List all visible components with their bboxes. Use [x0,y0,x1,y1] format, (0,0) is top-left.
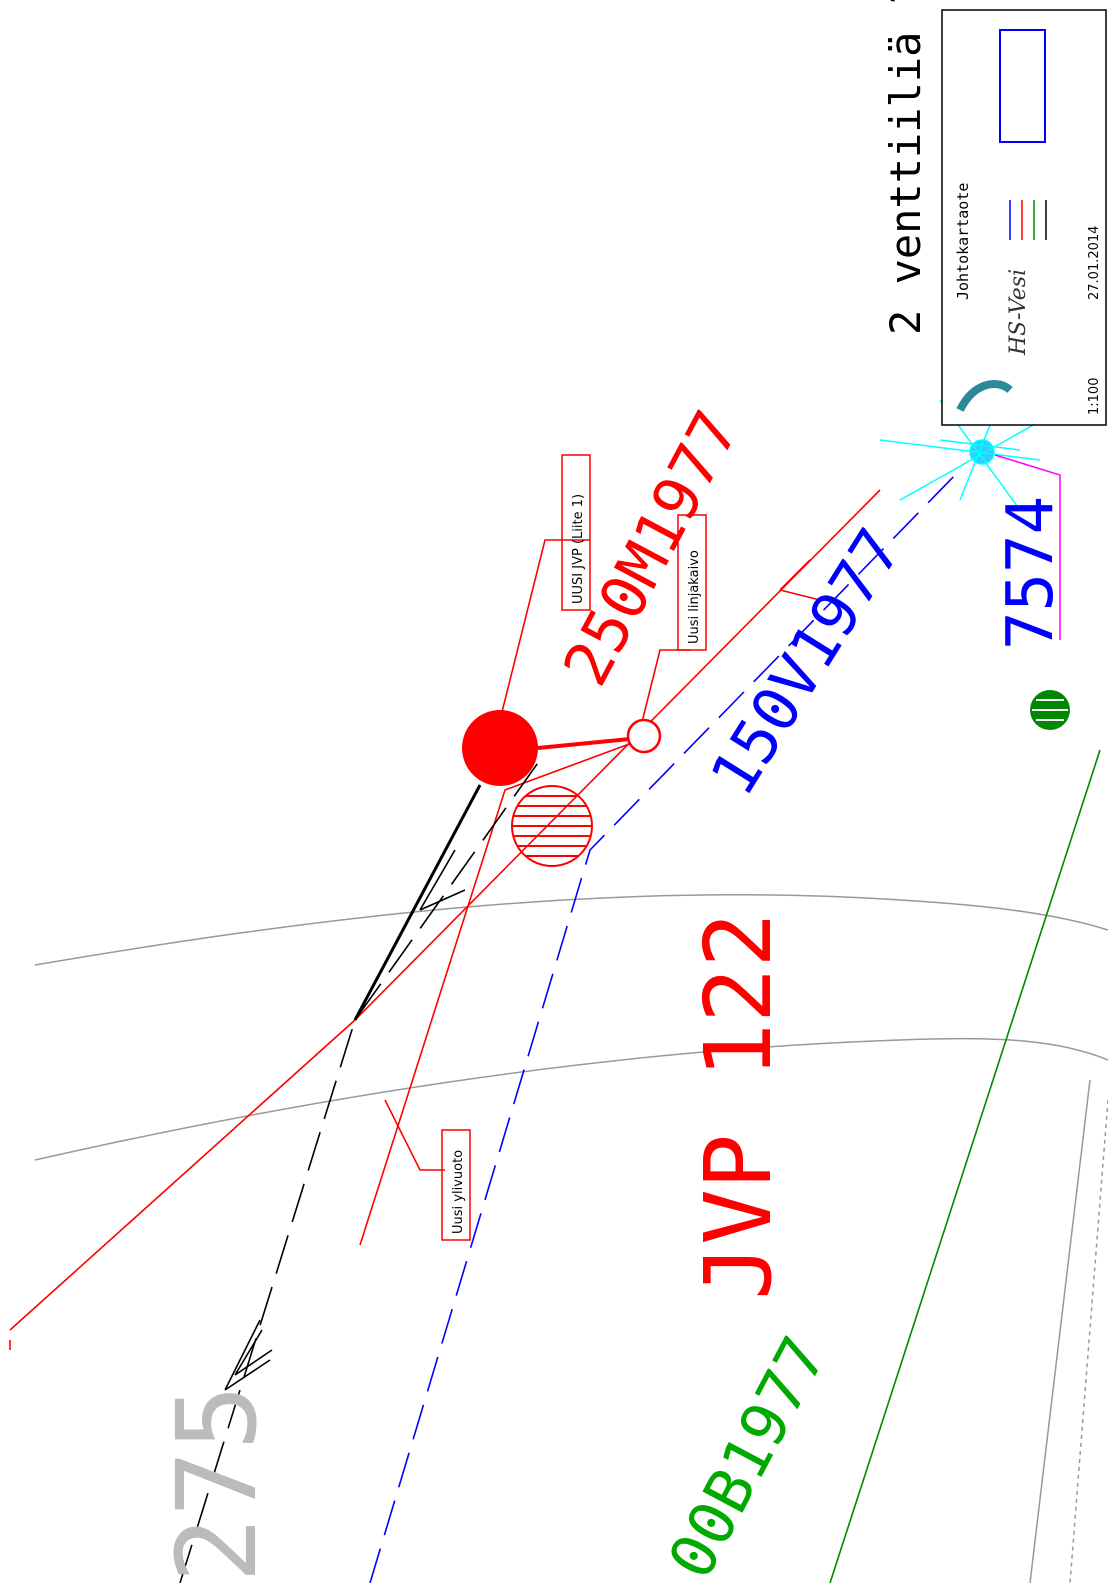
note: 2 venttiiliä ? [881,0,930,335]
node-label: 7574 [994,496,1068,650]
date: 27.01.2014 [1087,226,1102,300]
scale: 1:100 [1087,378,1102,415]
water-pipe [370,470,960,1583]
callout-text: UUSI JVP (Liite 1) [571,494,586,604]
title-block: Johtokartaote HS-Vesi 27.01.2014 1:100 [942,10,1106,425]
callout-text: Uusi ylivuoto [451,1150,466,1234]
storm-pipe [830,750,1100,1583]
road-edge [1030,1080,1090,1583]
pressure-pipe [355,785,480,1020]
road-edge [35,1039,1108,1160]
green-manhole [1030,690,1070,730]
road-edge [1070,1100,1108,1583]
title: Johtokartaote [954,183,972,300]
hatch [512,796,592,856]
pipe-labels: 250M1977 150V1977 00B1977 JVP 122 7574 2… [153,0,1068,1583]
manhole [628,720,660,752]
new-jvp [462,710,538,786]
plot-label: 275 [153,1384,281,1583]
map: UUSI JVP (Liite 1) Uusi linjakaivo Uusi … [0,0,1108,1583]
hatched-chamber [512,786,592,866]
pipe-label: 150V1977 [696,516,916,808]
road-edge [35,895,1108,965]
leader [385,1100,445,1170]
callout-texts: UUSI JVP (Liite 1) Uusi linjakaivo Uusi … [451,494,702,1234]
callout-text: Uusi linjakaivo [687,550,702,644]
pipe-label: 00B1977 [654,1325,841,1583]
station-label: JVP 122 [685,912,792,1300]
logo: HS-Vesi [1006,269,1031,356]
